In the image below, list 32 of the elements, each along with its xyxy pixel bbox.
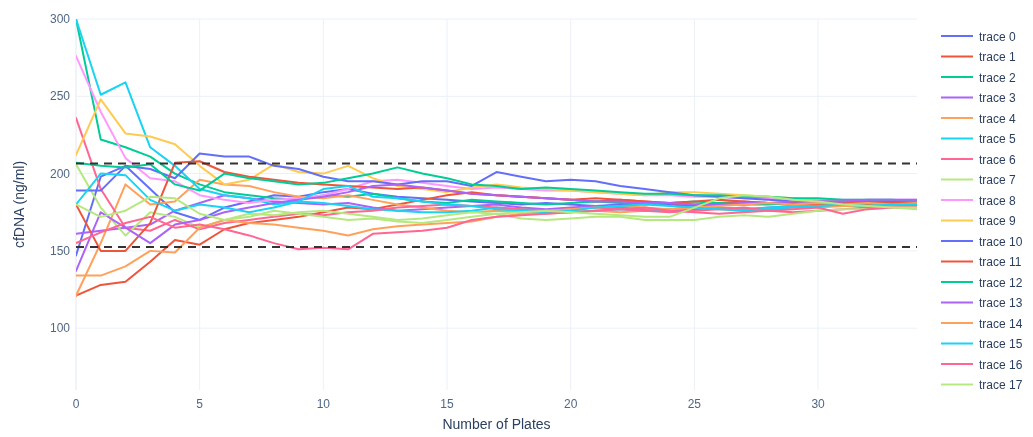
legend-label: trace 6 <box>979 152 1017 167</box>
y-axis-title: cfDNA (ng/ml) <box>11 160 27 249</box>
legend-label: trace 0 <box>979 29 1017 44</box>
y-tick-label: 100 <box>49 321 71 336</box>
legend-label: trace 3 <box>979 91 1017 105</box>
x-tick-label: 20 <box>564 397 578 411</box>
x-tick-label: 5 <box>196 397 204 411</box>
legend-label: trace 17 <box>979 378 1023 392</box>
x-axis-title: Number of Plates <box>442 416 551 432</box>
legend-label: trace 5 <box>979 132 1017 146</box>
legend-label: trace 11 <box>979 255 1022 269</box>
y-tick-label: 200 <box>49 166 71 181</box>
legend-label: trace 13 <box>979 296 1023 310</box>
legend-label: trace 8 <box>979 193 1017 208</box>
legend-label: trace 15 <box>979 337 1023 351</box>
legend-label: trace 7 <box>979 173 1017 187</box>
y-tick-label: 150 <box>49 243 71 258</box>
x-tick-label: 15 <box>440 397 455 411</box>
x-tick-label: 0 <box>72 397 80 411</box>
x-tick-label: 30 <box>811 397 826 411</box>
y-tick-label: 300 <box>49 12 71 26</box>
legend-label: trace 12 <box>979 275 1023 290</box>
legend-label: trace 10 <box>979 234 1023 249</box>
legend-label: trace 2 <box>979 70 1017 85</box>
x-tick-label: 10 <box>316 397 331 411</box>
legend-label: trace 1 <box>979 50 1017 64</box>
y-tick-label: 250 <box>49 89 71 104</box>
x-tick-label: 25 <box>687 397 702 411</box>
legend-label: trace 4 <box>979 111 1017 126</box>
legend-label: trace 9 <box>979 214 1017 228</box>
legend-label: trace 14 <box>979 316 1023 331</box>
legend-label: trace 16 <box>979 357 1023 372</box>
